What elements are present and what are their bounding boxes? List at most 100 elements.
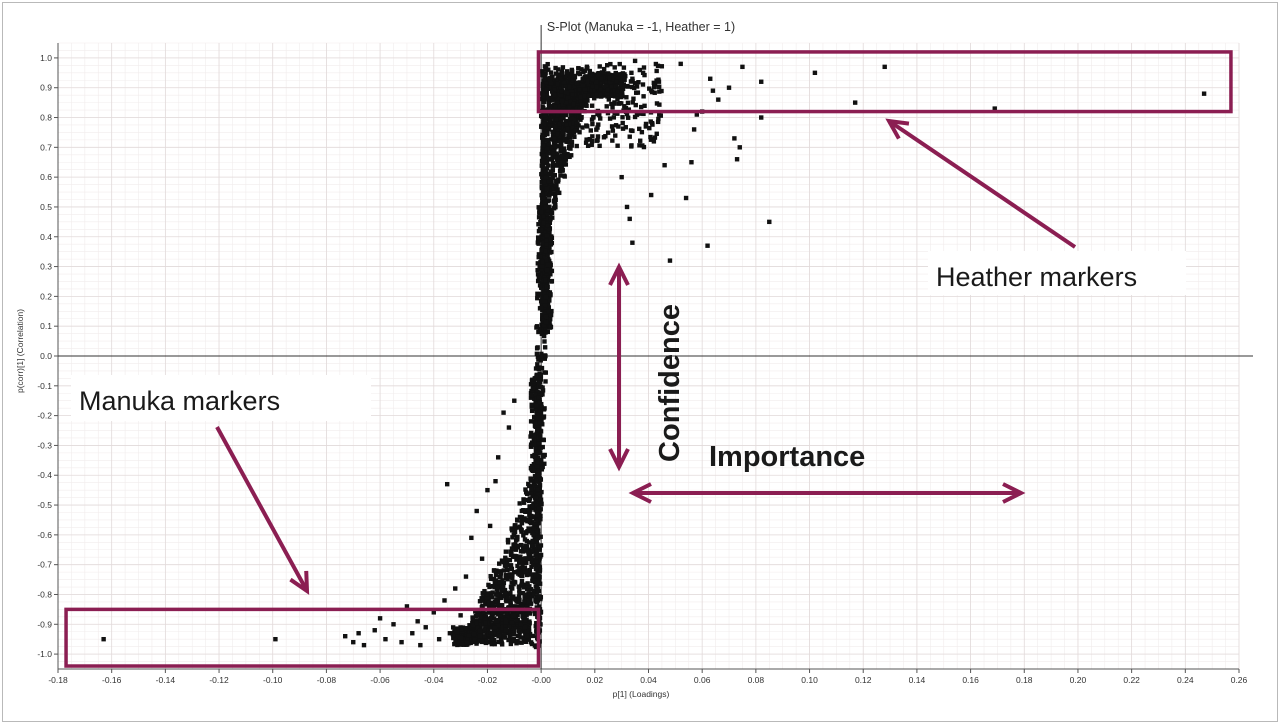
data-point bbox=[544, 233, 550, 238]
data-point bbox=[560, 102, 566, 107]
data-point bbox=[553, 71, 559, 76]
data-point bbox=[607, 75, 612, 81]
data-point bbox=[642, 72, 647, 78]
data-point bbox=[570, 92, 575, 97]
data-point bbox=[604, 104, 609, 109]
data-point bbox=[538, 373, 544, 378]
data-point bbox=[560, 168, 565, 173]
data-point bbox=[538, 517, 543, 522]
data-point bbox=[530, 557, 536, 563]
y-tick-label: 0.4 bbox=[40, 232, 52, 242]
data-point bbox=[527, 595, 532, 600]
data-point bbox=[560, 71, 565, 76]
data-point bbox=[538, 408, 543, 413]
data-point bbox=[482, 634, 487, 639]
data-point bbox=[569, 113, 574, 118]
data-point bbox=[567, 84, 572, 90]
data-point bbox=[583, 90, 588, 96]
data-point bbox=[542, 461, 547, 466]
data-point bbox=[444, 481, 450, 487]
data-point bbox=[540, 192, 545, 198]
data-point bbox=[529, 520, 534, 525]
data-point bbox=[571, 101, 576, 107]
data-point bbox=[493, 572, 499, 578]
data-point bbox=[654, 68, 659, 74]
data-point bbox=[484, 640, 490, 645]
data-point bbox=[537, 481, 542, 486]
data-point bbox=[555, 128, 560, 133]
data-point bbox=[481, 609, 486, 614]
data-point bbox=[611, 84, 616, 89]
data-point bbox=[565, 151, 570, 157]
data-point bbox=[659, 88, 664, 94]
data-point bbox=[556, 144, 561, 149]
data-point bbox=[544, 280, 550, 286]
data-point bbox=[548, 324, 554, 330]
data-point bbox=[478, 615, 483, 620]
data-point bbox=[535, 427, 540, 433]
data-point bbox=[641, 111, 646, 117]
data-point bbox=[509, 546, 515, 551]
data-point bbox=[509, 595, 514, 600]
x-tick-label: 0.14 bbox=[909, 675, 926, 685]
data-point bbox=[493, 580, 498, 586]
data-point bbox=[492, 584, 497, 590]
data-point bbox=[549, 249, 554, 255]
data-point bbox=[510, 535, 515, 540]
data-point bbox=[525, 549, 531, 554]
data-point bbox=[540, 113, 545, 119]
data-point bbox=[514, 618, 519, 623]
data-point bbox=[657, 112, 662, 117]
data-point bbox=[464, 629, 470, 635]
data-point bbox=[691, 127, 697, 132]
data-point bbox=[518, 527, 524, 532]
data-point bbox=[654, 101, 660, 106]
data-point bbox=[540, 157, 546, 162]
data-point bbox=[528, 434, 533, 439]
data-point bbox=[637, 111, 642, 116]
data-point bbox=[563, 157, 569, 162]
data-point bbox=[648, 119, 653, 124]
y-axis-label: p(corr)[1] (Correlation) bbox=[15, 309, 25, 393]
data-point bbox=[530, 493, 535, 499]
data-point bbox=[643, 121, 649, 127]
data-point bbox=[549, 279, 554, 284]
data-point bbox=[552, 87, 557, 92]
data-point bbox=[457, 631, 462, 636]
data-point bbox=[495, 455, 501, 460]
data-point bbox=[569, 72, 574, 78]
data-point bbox=[499, 642, 505, 647]
data-point bbox=[604, 90, 610, 96]
data-point bbox=[508, 566, 514, 572]
data-point bbox=[505, 620, 511, 626]
data-point bbox=[573, 128, 578, 133]
data-point bbox=[537, 377, 543, 382]
data-point bbox=[518, 635, 523, 640]
data-point bbox=[423, 625, 428, 630]
data-point bbox=[585, 86, 590, 92]
data-point bbox=[544, 186, 550, 192]
data-point bbox=[541, 240, 546, 246]
data-point bbox=[535, 235, 541, 240]
data-point bbox=[539, 467, 545, 472]
data-point bbox=[558, 143, 564, 148]
data-point bbox=[551, 191, 556, 196]
data-point bbox=[418, 642, 423, 648]
data-point bbox=[565, 81, 570, 86]
data-point bbox=[545, 253, 550, 258]
data-point bbox=[543, 379, 548, 384]
data-point bbox=[498, 636, 504, 642]
data-point bbox=[546, 85, 552, 90]
data-point bbox=[552, 111, 557, 117]
data-point bbox=[450, 625, 456, 630]
data-point bbox=[656, 77, 661, 82]
data-point bbox=[656, 116, 661, 122]
data-point bbox=[538, 450, 543, 455]
data-point bbox=[508, 563, 514, 568]
data-point bbox=[592, 72, 597, 78]
x-tick-label: -0.18 bbox=[48, 675, 68, 685]
data-point bbox=[548, 242, 554, 247]
data-point bbox=[598, 87, 603, 92]
data-point bbox=[377, 616, 383, 621]
data-point bbox=[501, 583, 506, 589]
